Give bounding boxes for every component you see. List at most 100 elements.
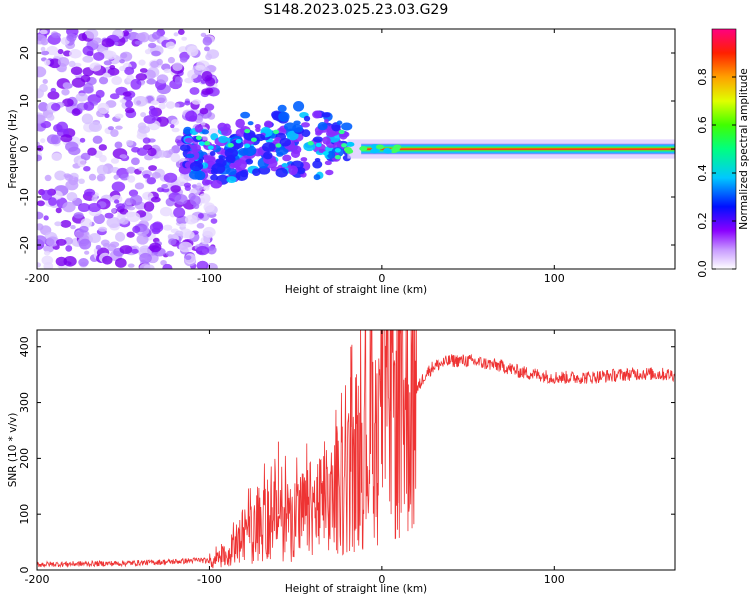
colorbar-tick-label: 0.8 [696, 68, 709, 86]
noise-blob [104, 212, 114, 219]
noise-blob [40, 50, 50, 56]
noise-blob [46, 45, 59, 56]
signal-knot [307, 141, 314, 146]
noise-blob [157, 150, 167, 158]
noise-blob [78, 33, 88, 42]
noise-blob [195, 185, 204, 192]
noise-blob [40, 138, 46, 144]
y-tick-label: 10 [18, 94, 31, 108]
signal-blob [300, 157, 308, 162]
noise-blob [195, 64, 205, 71]
noise-blob [203, 186, 210, 191]
signal-blob [275, 167, 288, 178]
noise-blob [80, 74, 91, 83]
noise-blob [210, 218, 218, 224]
spectrogram-heatmap [37, 29, 675, 269]
noise-blob [79, 225, 89, 233]
noise-blob [205, 53, 213, 61]
noise-blob [146, 78, 157, 85]
signal-blob [327, 150, 336, 159]
noise-blob [101, 38, 115, 48]
noise-blob [184, 77, 194, 84]
noise-blob [119, 51, 133, 62]
noise-blob [151, 50, 161, 57]
noise-blob [184, 185, 191, 191]
noise-blob [110, 129, 119, 137]
noise-blob [115, 203, 126, 210]
y-tick-label: 400 [18, 336, 31, 357]
noise-blob [195, 245, 210, 256]
noise-blob [83, 82, 94, 94]
line-start-blob [383, 148, 392, 154]
noise-blob [77, 202, 91, 213]
noise-blob [88, 173, 97, 181]
noise-blob [62, 201, 76, 213]
y-tick-label: 0 [18, 567, 31, 574]
noise-blob [156, 74, 169, 84]
signal-blob [240, 111, 251, 119]
x-tick-label: 0 [378, 573, 385, 586]
noise-blob [63, 256, 77, 267]
noise-blob [114, 257, 127, 268]
signal-blob [317, 121, 328, 131]
signal-blob [341, 122, 353, 131]
noise-blob [139, 68, 148, 73]
noise-blob [63, 173, 71, 178]
x-tick-label: 100 [544, 573, 565, 586]
noise-blob [40, 46, 46, 52]
x-tick-label: -200 [25, 573, 50, 586]
noise-blob [51, 152, 62, 161]
snr-line [37, 330, 675, 569]
noise-blob [73, 62, 82, 67]
noise-blob [167, 56, 175, 64]
signal-knot [334, 154, 341, 160]
noise-blob [204, 46, 210, 52]
signal-blob [324, 160, 332, 166]
noise-blob [98, 144, 107, 151]
noise-blob [134, 40, 143, 45]
noise-blob [152, 221, 163, 230]
x-tick-label: -100 [197, 573, 222, 586]
noise-blob [133, 96, 148, 107]
signal-blob [226, 167, 237, 176]
signal-blob [209, 150, 216, 156]
noise-blob [110, 158, 120, 164]
noise-blob [42, 79, 48, 84]
signal-knot [244, 143, 251, 148]
noise-blob [147, 147, 157, 157]
noise-blob [51, 32, 61, 39]
signal-knot [227, 142, 234, 148]
signal-blob [292, 123, 303, 133]
noise-blob [62, 82, 71, 89]
noise-blob [48, 197, 57, 206]
signal-blob [243, 145, 257, 157]
noise-blob [107, 67, 120, 76]
snr-series [37, 330, 675, 569]
signal-blob [210, 174, 219, 181]
signal-blob [226, 176, 237, 184]
noise-blob [159, 206, 173, 217]
noise-blob [98, 226, 108, 232]
noise-blob [197, 212, 204, 219]
colorbar-gradient [711, 28, 737, 270]
noise-blob [66, 33, 77, 42]
snr-frame [36, 329, 676, 571]
y-tick-label: 100 [18, 504, 31, 525]
noise-blob [184, 214, 198, 225]
noise-blob [143, 115, 156, 124]
noise-blob [114, 41, 119, 46]
noise-blob [37, 66, 47, 78]
noise-blob [89, 62, 102, 72]
signal-blob [225, 155, 235, 163]
noise-blob [82, 45, 94, 56]
noise-blob [202, 36, 213, 46]
signal-knot [244, 128, 251, 134]
noise-blob [69, 49, 82, 59]
noise-blob [50, 103, 61, 111]
signal-blob [278, 111, 290, 122]
noise-blob [102, 255, 113, 265]
signal-blob [258, 165, 271, 175]
noise-blob [120, 173, 130, 181]
noise-blob [170, 124, 175, 129]
